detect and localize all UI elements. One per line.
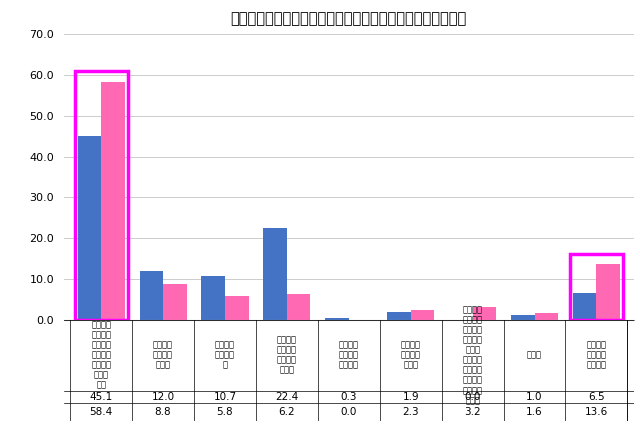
Text: 2.3: 2.3 — [403, 407, 419, 417]
Text: 22.4: 22.4 — [275, 392, 298, 402]
Bar — [472, 307, 496, 319]
Text: 税理士・
会計事務
所に勧め
られた: 税理士・ 会計事務 所に勧め られた — [277, 336, 297, 375]
Bar — [573, 293, 596, 319]
Text: 5.8: 5.8 — [217, 407, 234, 417]
Text: 1.6: 1.6 — [526, 407, 543, 417]
Bar — [225, 296, 248, 319]
Bar — [163, 284, 187, 319]
Title: 今の確定申告方法選ぶ際、誰かのアドバイスを受けましたか: 今の確定申告方法選ぶ際、誰かのアドバイスを受けましたか — [230, 11, 467, 26]
Text: 3.2: 3.2 — [464, 407, 481, 417]
Text: 58.4: 58.4 — [90, 407, 113, 417]
Text: 6.5: 6.5 — [588, 392, 605, 402]
Text: 8.8: 8.8 — [155, 407, 172, 417]
Text: 0.0: 0.0 — [465, 392, 481, 402]
Bar — [202, 276, 225, 319]
Text: 左記以外
から勧め
られた: 左記以外 から勧め られた — [401, 341, 420, 370]
Text: その他: その他 — [527, 351, 542, 360]
Bar — [264, 228, 287, 319]
Bar — [534, 313, 558, 319]
Text: 友人・知
人に勧め
られた: 友人・知 人に勧め られた — [153, 341, 173, 370]
Bar — [287, 294, 310, 319]
Text: 1.9: 1.9 — [403, 392, 419, 402]
Text: 特に何も
考えてい
なかった: 特に何も 考えてい なかった — [586, 341, 607, 370]
Text: 起業セミ
ナーで勧
められた: 起業セミ ナーで勧 められた — [339, 341, 359, 370]
Text: 青色申告
（につい
て調べる
の）が面
倒くさ
かったの
で、青色
申告の申
請をしな
かった: 青色申告 （につい て調べる の）が面 倒くさ かったの で、青色 申告の申 請… — [463, 305, 483, 405]
Text: 13.6: 13.6 — [585, 407, 608, 417]
Bar — [140, 270, 163, 319]
Text: 1.0: 1.0 — [526, 392, 543, 402]
Bar — [596, 264, 620, 319]
Bar — [101, 82, 125, 319]
Bar — [387, 312, 411, 319]
Bar — [325, 318, 349, 319]
Text: 0.3: 0.3 — [340, 392, 357, 402]
Text: 45.1: 45.1 — [90, 392, 113, 402]
Text: 10.7: 10.7 — [213, 392, 237, 402]
Text: 12.0: 12.0 — [152, 392, 175, 402]
Bar — [511, 316, 534, 319]
Text: 自分で調
べて決め
た（人の
アドバイ
スは受け
ていな
い）: 自分で調 べて決め た（人の アドバイ スは受け ていな い） — [91, 320, 111, 390]
Bar — [77, 136, 101, 319]
Text: 税務署で
勧められ
た: 税務署で 勧められ た — [215, 341, 235, 370]
Text: 6.2: 6.2 — [278, 407, 295, 417]
Text: 0.0: 0.0 — [340, 407, 357, 417]
Bar — [411, 310, 435, 319]
